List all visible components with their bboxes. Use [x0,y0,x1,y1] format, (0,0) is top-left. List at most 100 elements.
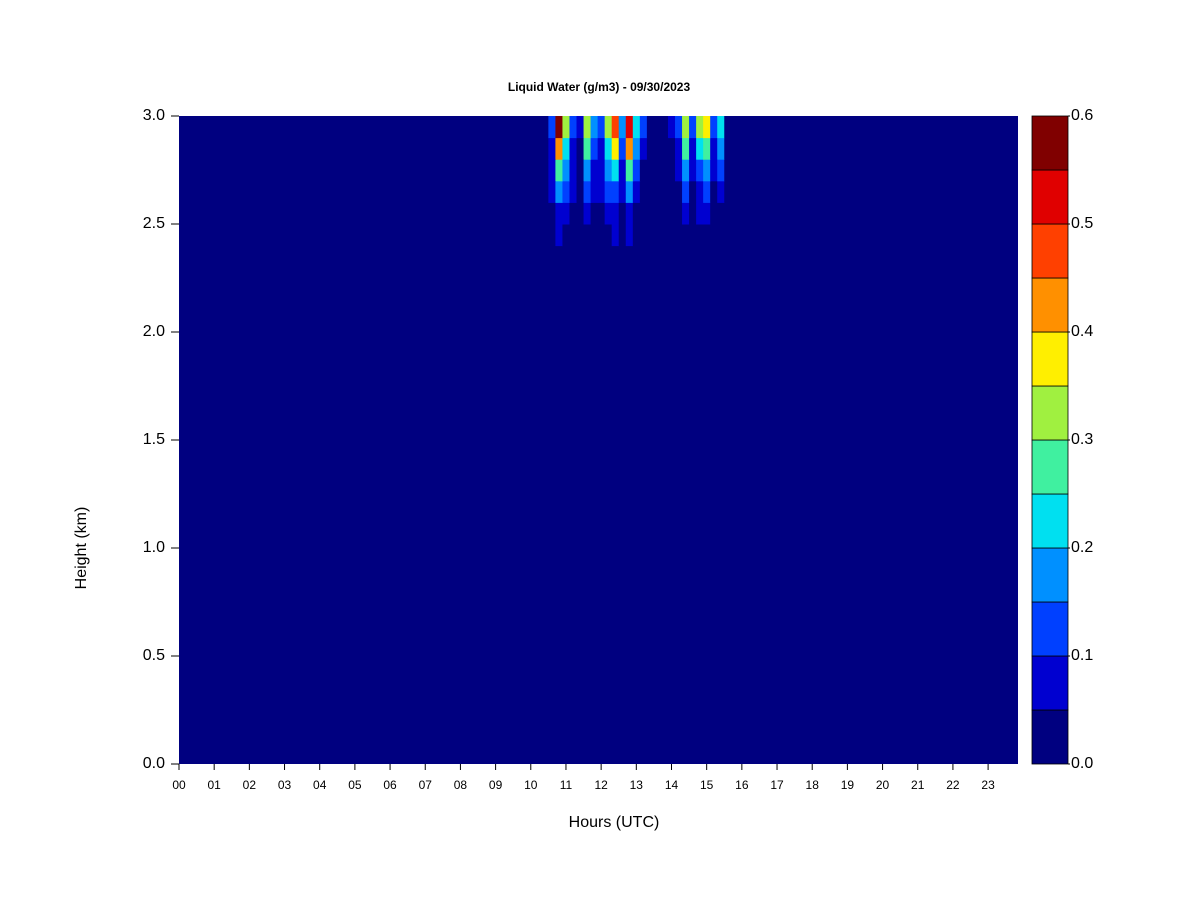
contour-cell [569,159,578,182]
contour-cell [710,137,718,160]
colorbar-segment [1031,601,1069,657]
contour-cell [611,159,620,182]
y-tick-label: 1.0 [143,539,165,556]
x-tick-label: 23 [981,778,995,792]
contour-cell [646,180,655,203]
contour-cell [653,116,662,139]
contour-cell [653,137,662,160]
contour-cell [590,116,599,139]
contour-cell [548,116,556,139]
contour-cell [611,180,620,203]
contour-cell [667,180,676,203]
colorbar-segment [1031,709,1069,765]
contour-cell [696,116,704,139]
contour-cell [555,224,563,247]
contour-cell [646,224,655,247]
contour-cell [625,137,634,160]
contour-cell [604,137,613,160]
contour-cell [710,159,718,182]
contour-cell [576,137,585,160]
contour-cell [717,159,725,182]
colorbar-segment [1031,277,1069,333]
x-tick-label: 08 [454,778,468,792]
contour-cell [569,137,578,160]
contour-cell [660,202,669,225]
contour-cell [604,180,613,203]
contour-cell [569,116,578,139]
contour-cell [710,202,718,225]
contour-cell [632,202,641,225]
contour-cell [653,159,662,182]
contour-cell [696,180,704,203]
contour-cell [632,116,641,139]
contour-cell [703,202,711,225]
x-tick-label: 19 [841,778,855,792]
contour-cell [632,159,641,182]
colorbar-segment [1031,547,1069,603]
contour-cell [597,159,606,182]
x-tick-label: 02 [243,778,257,792]
contour-cell [724,116,732,139]
contour-cell [646,159,655,182]
contour-cell [562,116,570,139]
colorbar-segment [1031,493,1069,549]
contour-cell [604,159,613,182]
contour-cell [618,116,627,139]
x-tick-label: 06 [383,778,397,792]
contour-cell [682,202,690,225]
y-tick-label: 0.5 [143,647,165,664]
contour-cell [682,116,690,139]
contour-cell [625,202,634,225]
contour-cell [576,180,585,203]
x-tick-label: 14 [665,778,679,792]
contour-cell [611,116,620,139]
contour-cell [583,202,592,225]
contour-cell [555,180,563,203]
x-tick-label: 07 [419,778,433,792]
contour-cell [696,202,704,225]
contour-cell [604,202,613,225]
contour-cell [660,159,669,182]
y-axis-label: Height (km) [73,507,90,590]
contour-cell [576,159,585,182]
contour-cell [682,137,690,160]
contour-cell [724,159,732,182]
y-tick-label: 0.0 [143,755,165,772]
contour-cell [675,180,683,203]
contour-cell [632,180,641,203]
contour-cell [562,180,570,203]
contour-cell [590,159,599,182]
contour-cell [618,137,627,160]
colorbar-tick-label: 0.2 [1071,539,1093,556]
contour-cell [562,159,570,182]
contour-cell [653,202,662,225]
contour-cell [682,180,690,203]
contour-cell [675,116,683,139]
contour-cell [632,137,641,160]
contour-cell [660,116,669,139]
colorbar-tick-label: 0.4 [1071,323,1093,340]
contour-cell [703,224,711,247]
contour-cell [597,137,606,160]
y-tick-label: 1.5 [143,431,165,448]
contour-cell [682,159,690,182]
contour-cell [604,224,613,247]
contour-cell [604,116,613,139]
contour-cell [639,224,648,247]
contour-cell [689,159,697,182]
contour-cell [653,180,662,203]
contour-cell [548,159,556,182]
contour-cell [576,224,585,247]
x-tick-label: 21 [911,778,925,792]
x-tick-label: 00 [172,778,186,792]
colorbar-tick-label: 0.1 [1071,647,1093,664]
contour-cell [667,202,676,225]
colorbar-segment [1031,115,1069,171]
contour-cell [710,180,718,203]
contour-cell [653,224,662,247]
contour-cell [646,137,655,160]
contour-cell [689,224,697,247]
contour-cell [639,202,648,225]
contour-cell [703,159,711,182]
contour-cell [618,180,627,203]
